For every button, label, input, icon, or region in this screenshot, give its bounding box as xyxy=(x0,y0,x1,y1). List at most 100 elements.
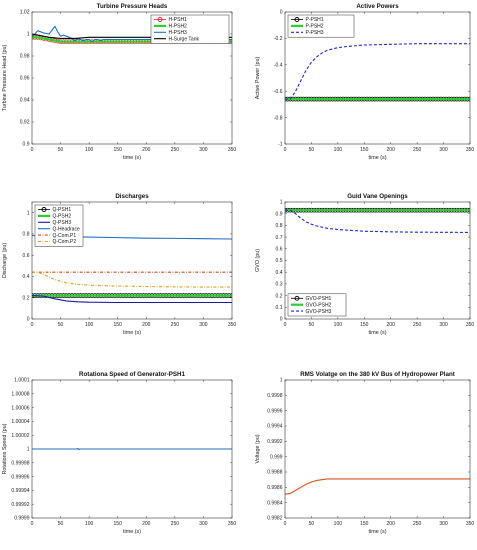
chart-title: Discharges xyxy=(115,193,149,200)
y-tick-label: -0.6 xyxy=(274,89,283,95)
y-tick-label: 0.9984 xyxy=(267,500,283,506)
legend-marker xyxy=(294,17,300,22)
x-tick-label: 300 xyxy=(199,521,208,527)
chart-title: Rotationa Speed of Generator-PSH1 xyxy=(79,371,185,378)
x-tick-label: 100 xyxy=(334,322,343,328)
y-tick-label: 0.9982 xyxy=(267,516,283,522)
axes-frame xyxy=(31,379,233,519)
h-psh3-line xyxy=(32,25,232,43)
axes-frame xyxy=(31,201,233,320)
x-tick-label: 350 xyxy=(228,322,237,328)
x-axis-label: time (s) xyxy=(123,330,141,336)
chart-panel-1: Turbine Pressure Heads 0 50 100 150 200 250 300… xyxy=(2,3,236,161)
x-tick-label: 50 xyxy=(309,322,315,328)
y-tick-label: 0.9 xyxy=(276,211,283,217)
chart-panel-2: Active Powers 0 50 100 150 200 250 300 350 -1 -0.8… xyxy=(255,3,474,161)
y-tick-label: 0.99996 xyxy=(11,474,29,480)
y-tick-label: 0.9996 xyxy=(267,408,283,414)
x-tick-label: 200 xyxy=(387,521,396,527)
chart-title: Turbine Pressure Heads xyxy=(97,3,168,10)
y-tick-label: 0.99992 xyxy=(11,502,29,508)
x-tick-label: 250 xyxy=(413,521,422,527)
y-tick-label: 1.00002 xyxy=(11,433,29,439)
x-tick-label: 250 xyxy=(171,322,180,328)
y-axis-label: Rotations Speed (pu) xyxy=(2,423,8,474)
legend-marker xyxy=(294,295,300,301)
legend-entry: GVO-PSH3 xyxy=(306,309,332,315)
chart-title: Guid Vane Openings xyxy=(347,193,408,200)
x-tick-label: 100 xyxy=(334,147,343,153)
x-tick-label: 50 xyxy=(58,521,64,527)
y-tick-label: 1.00004 xyxy=(11,419,29,425)
y-tick-label: 0.1 xyxy=(276,305,283,311)
x-tick-label: 100 xyxy=(334,521,343,527)
y-tick-label: -0.2 xyxy=(274,36,283,42)
y-tick-label: 0.94 xyxy=(20,98,30,104)
x-tick-label: 300 xyxy=(439,322,448,328)
chart-panel-5: Rotationa Speed of Generator-PSH1 0 50 100 1… xyxy=(2,371,236,535)
y-tick-label: 0.9986 xyxy=(267,485,283,491)
x-tick-label: 50 xyxy=(309,521,315,527)
y-tick-label: 1.00006 xyxy=(11,405,29,411)
y-tick-label: 0.98 xyxy=(20,54,30,60)
x-tick-label: 250 xyxy=(413,322,422,328)
p-psh3-line xyxy=(285,43,470,100)
legend-entry: P-PSH3 xyxy=(306,30,324,36)
legend-entry: Q-Com.P2 xyxy=(53,239,77,245)
y-tick-label: 0.999 xyxy=(270,454,283,460)
legend-entry: GVO-PSH2 xyxy=(306,302,332,308)
y-tick-label: 0.6 xyxy=(276,247,283,253)
y-tick-label: 0 xyxy=(280,317,283,323)
axes-frame xyxy=(31,11,233,145)
series-group xyxy=(285,207,470,233)
legend-entry: GVO-PSH1 xyxy=(306,296,332,302)
y-axis-label: GVO (pu) xyxy=(255,249,261,272)
series-group xyxy=(32,234,232,304)
x-tick-label: 200 xyxy=(142,147,151,153)
series-group xyxy=(285,478,470,495)
x-tick-label: 0 xyxy=(31,521,34,527)
legend-box xyxy=(287,293,347,317)
y-tick-label: 0.6 xyxy=(23,253,30,259)
y-tick-label: 0 xyxy=(280,10,283,16)
q-com-p2-line xyxy=(32,271,232,288)
x-tick-label: 50 xyxy=(309,147,315,153)
x-tick-label: 0 xyxy=(284,521,287,527)
plot-area xyxy=(285,380,470,518)
x-tick-label: 250 xyxy=(171,521,180,527)
legend-entry: H-Surge Tank xyxy=(169,36,200,42)
x-axis-label: time (s) xyxy=(123,155,141,161)
x-tick-label: 100 xyxy=(85,521,94,527)
x-tick-label: 0 xyxy=(284,147,287,153)
x-tick-label: 150 xyxy=(360,147,369,153)
y-tick-label: 0.9992 xyxy=(267,439,283,445)
y-tick-label: 1 xyxy=(27,210,30,216)
x-tick-label: 300 xyxy=(199,147,208,153)
x-tick-label: 250 xyxy=(171,147,180,153)
y-axis-label: Discharge (pu) xyxy=(2,243,8,279)
y-tick-label: 0.9998 xyxy=(267,393,283,399)
y-axis-label: Active Power (pu) xyxy=(255,57,261,100)
y-tick-label: -0.8 xyxy=(274,115,283,121)
y-tick-label: 0.92 xyxy=(20,120,30,126)
y-tick-label: 0.9 xyxy=(23,142,30,148)
x-tick-label: 50 xyxy=(58,147,64,153)
legend-entry: H-PSH1 xyxy=(169,17,188,23)
x-tick-label: 150 xyxy=(114,521,123,527)
x-tick-label: 350 xyxy=(466,147,475,153)
legend-entry: H-PSH2 xyxy=(169,24,188,30)
x-tick-label: 200 xyxy=(387,322,396,328)
y-tick-label: 0.99994 xyxy=(11,488,29,494)
y-tick-label: 1.0001 xyxy=(14,378,30,384)
y-tick-label: 1 xyxy=(27,447,30,453)
y-tick-label: 0 xyxy=(27,317,30,323)
y-tick-label: 0.7 xyxy=(276,235,283,241)
x-axis-label: time (s) xyxy=(369,330,387,336)
chart-panel-6: RMS Volatge on the 380 kV Bus of Hydropo… xyxy=(255,371,474,535)
chart-title: Active Powers xyxy=(356,3,399,10)
gvo-psh3-line xyxy=(285,209,470,233)
